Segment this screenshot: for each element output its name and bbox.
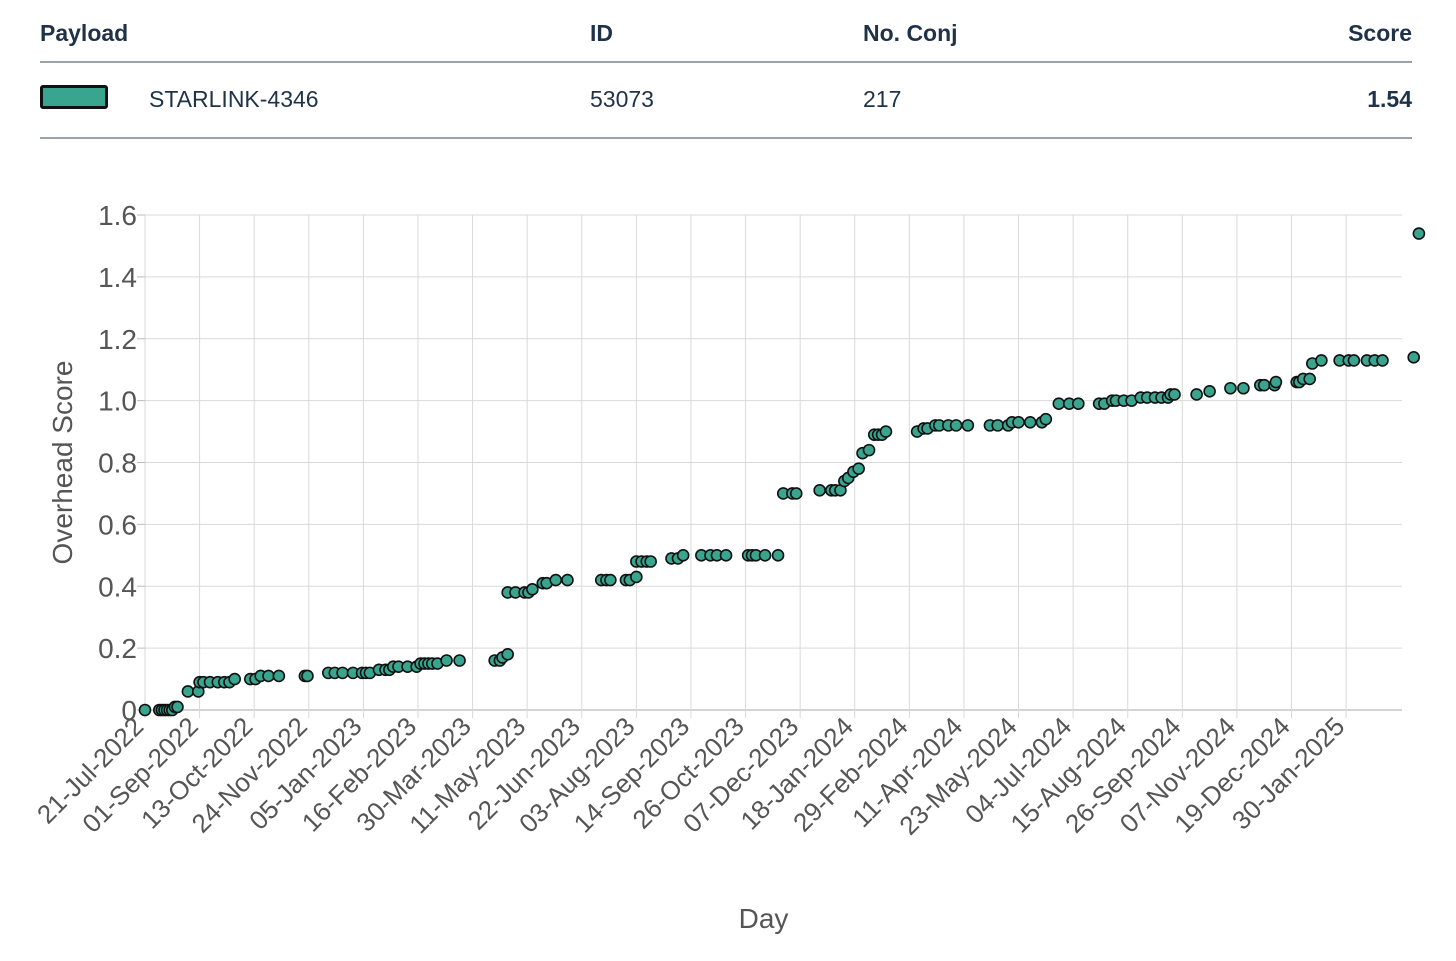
- data-point[interactable]: [138, 703, 152, 717]
- data-point[interactable]: [181, 685, 195, 698]
- data-point[interactable]: [949, 419, 963, 432]
- y-tick-label: 0: [121, 695, 137, 726]
- data-point[interactable]: [1347, 354, 1361, 367]
- header-no-conj[interactable]: No. Conj: [863, 20, 958, 46]
- y-axis-title: Overhead Score: [47, 361, 78, 565]
- payload-name: STARLINK-4346: [149, 86, 319, 112]
- overhead-score-chart: 0 0.2 0.4 0.6 0.8 1.0 1.2 1.4 1.6 21-Jul-202201-…: [31, 200, 1426, 934]
- data-point[interactable]: [561, 573, 574, 587]
- data-point[interactable]: [789, 487, 803, 500]
- data-point[interactable]: [453, 654, 466, 667]
- data-point[interactable]: [1023, 415, 1037, 429]
- data-point[interactable]: [228, 672, 241, 686]
- table-header-row: Payload ID No. Conj Score: [40, 0, 1412, 63]
- data-point[interactable]: [262, 669, 275, 683]
- data-point[interactable]: [1203, 385, 1216, 398]
- header-id[interactable]: ID: [590, 20, 613, 46]
- data-point[interactable]: [771, 549, 785, 562]
- payload-conj-count: 217: [863, 86, 902, 112]
- data-point[interactable]: [549, 573, 563, 587]
- data-point[interactable]: [1052, 397, 1066, 411]
- data-point[interactable]: [336, 666, 349, 680]
- data-point[interactable]: [1315, 354, 1328, 367]
- data-point[interactable]: [852, 462, 865, 475]
- data-point[interactable]: [1224, 381, 1237, 395]
- data-point[interactable]: [813, 484, 826, 497]
- data-point[interactable]: [1412, 227, 1426, 240]
- data-point[interactable]: [676, 549, 690, 562]
- data-point[interactable]: [440, 654, 453, 667]
- data-point[interactable]: [171, 700, 184, 714]
- data-point[interactable]: [1072, 397, 1085, 411]
- x-axis-title: Day: [739, 903, 789, 934]
- data-point[interactable]: [1039, 412, 1053, 426]
- data-point[interactable]: [1012, 415, 1025, 429]
- data-point[interactable]: [630, 570, 643, 584]
- payload-id: 53073: [590, 86, 654, 112]
- table-row[interactable]: STARLINK-4346 53073 217 1.54: [40, 63, 1412, 139]
- data-point[interactable]: [719, 549, 733, 562]
- y-tick-label: 0.8: [98, 448, 137, 479]
- y-tick-label: 0.2: [98, 633, 137, 664]
- data-point[interactable]: [604, 573, 617, 587]
- chart-grid: [144, 214, 1402, 718]
- header-payload[interactable]: Payload: [40, 20, 129, 46]
- y-tick-label: 1.4: [98, 262, 137, 293]
- data-point[interactable]: [526, 583, 539, 596]
- data-point[interactable]: [862, 443, 876, 457]
- data-point[interactable]: [1376, 354, 1389, 367]
- data-point[interactable]: [1190, 388, 1203, 401]
- y-axis-ticks: 0 0.2 0.4 0.6 0.8 1.0 1.2 1.4 1.6: [98, 200, 145, 726]
- scatter-points: [138, 227, 1426, 717]
- data-point[interactable]: [1407, 351, 1420, 364]
- series-color-swatch: [40, 85, 108, 109]
- payload-table: Payload ID No. Conj Score STARLINK-4346 …: [40, 0, 1412, 139]
- header-score[interactable]: Score: [1348, 20, 1412, 46]
- x-axis-ticks: 21-Jul-202201-Sep-202213-Oct-202224-Nov-…: [31, 711, 1350, 841]
- data-point[interactable]: [991, 419, 1005, 432]
- data-point[interactable]: [1269, 375, 1283, 389]
- y-tick-label: 1.2: [98, 324, 137, 355]
- payload-score: 1.54: [1367, 86, 1412, 112]
- y-tick-label: 0.6: [98, 509, 137, 540]
- y-tick-label: 1.0: [98, 386, 137, 417]
- y-tick-label: 1.6: [98, 200, 137, 231]
- data-point[interactable]: [1168, 388, 1181, 401]
- data-point[interactable]: [272, 669, 286, 683]
- data-point[interactable]: [961, 419, 975, 432]
- data-point[interactable]: [1303, 372, 1317, 386]
- data-point[interactable]: [1257, 378, 1271, 392]
- y-tick-label: 0.4: [98, 571, 137, 602]
- data-point[interactable]: [879, 425, 893, 438]
- data-point[interactable]: [501, 648, 514, 661]
- data-point[interactable]: [1237, 381, 1250, 395]
- data-point[interactable]: [644, 555, 657, 568]
- data-point[interactable]: [758, 549, 772, 562]
- data-point[interactable]: [301, 669, 314, 683]
